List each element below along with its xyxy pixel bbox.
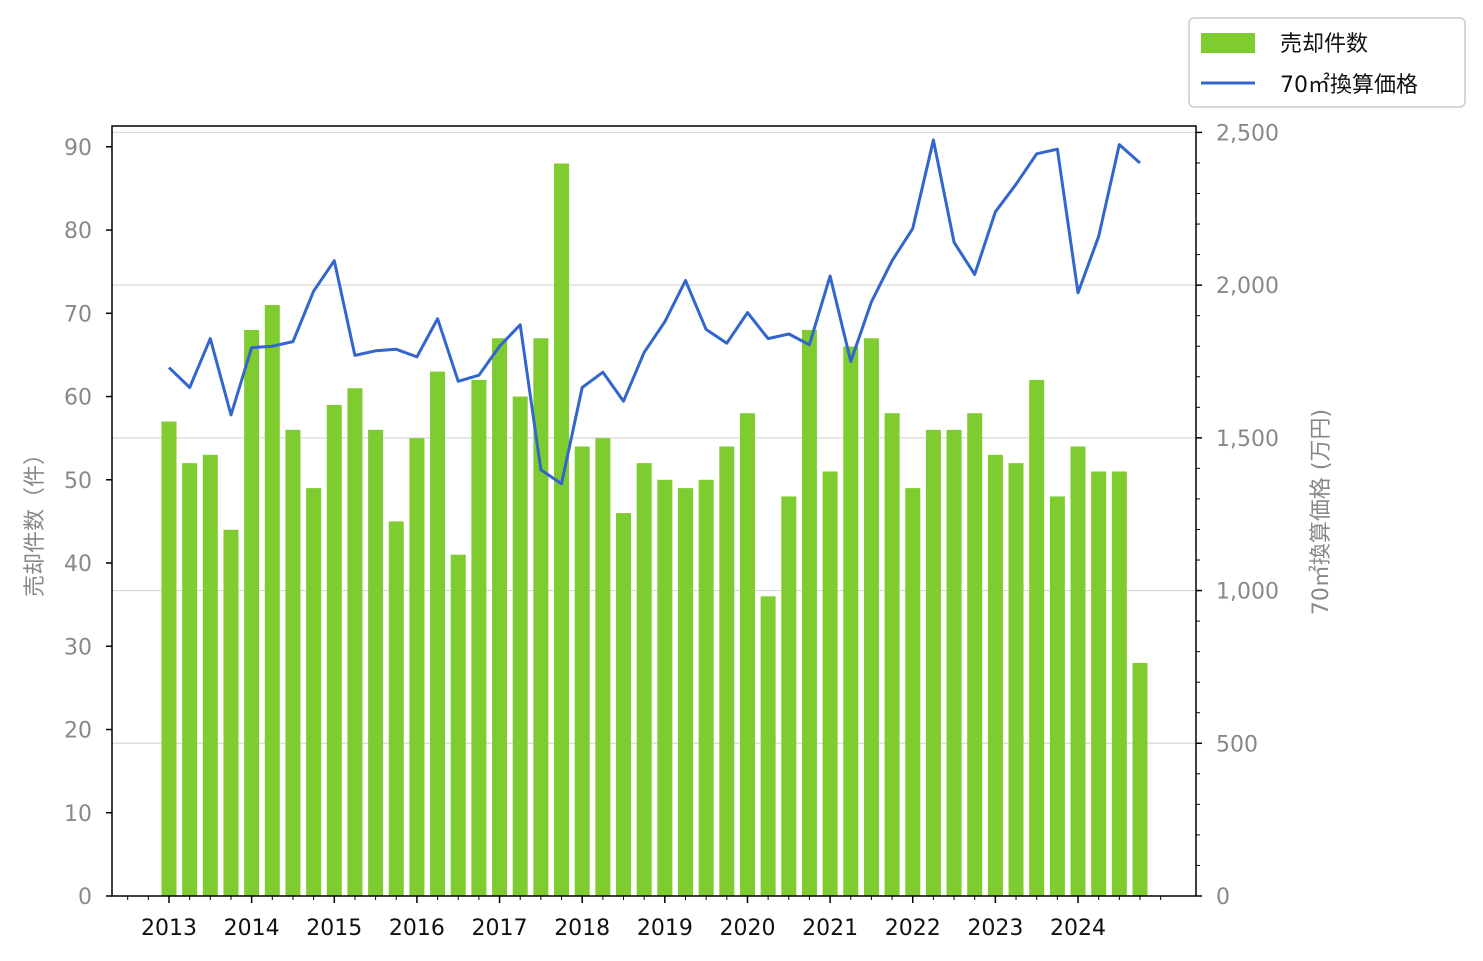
bar-24 <box>657 479 673 896</box>
bar-25 <box>677 488 693 896</box>
bar-35 <box>884 413 900 896</box>
x-tick-label-6: 2019 <box>637 916 693 941</box>
x-tick-label-5: 2018 <box>554 916 610 941</box>
bar-37 <box>925 429 941 896</box>
x-tick-label-0: 2013 <box>141 916 197 941</box>
x-tick-label-11: 2024 <box>1050 916 1106 941</box>
bar-32 <box>822 471 838 896</box>
bar-1 <box>182 463 198 896</box>
bar-38 <box>946 429 962 896</box>
x-tick-label-2: 2015 <box>306 916 362 941</box>
bar-40 <box>987 454 1003 896</box>
bar-14 <box>450 554 466 896</box>
right-tick-label-0: 0 <box>1216 885 1230 910</box>
bar-44 <box>1070 446 1086 896</box>
bar-47 <box>1132 662 1148 896</box>
legend: 売却件数 70㎡換算価格 <box>1188 17 1466 108</box>
bar-6 <box>285 429 301 896</box>
bar-36 <box>905 488 921 896</box>
left-tick-label-6: 60 <box>64 386 92 411</box>
bar-11 <box>388 521 404 896</box>
legend-box <box>1188 17 1466 108</box>
bar-46 <box>1111 471 1127 896</box>
x-axis: 2013 2014 2015 2016 2017 2018 2019 2020 2021 2022… <box>127 896 1162 941</box>
bar-13 <box>430 371 446 896</box>
right-tick-label-5: 2,500 <box>1216 121 1279 146</box>
x-tick-label-8: 2021 <box>802 916 858 941</box>
bar-3 <box>223 529 239 896</box>
bar-22 <box>616 513 632 896</box>
right-tick-label-1: 500 <box>1216 732 1258 757</box>
bar-26 <box>698 479 714 896</box>
x-tick-label-9: 2022 <box>885 916 941 941</box>
x-tick-label-4: 2017 <box>472 916 528 941</box>
price-line <box>167 138 1141 486</box>
bar-17 <box>512 396 528 896</box>
x-tick-label-7: 2020 <box>719 916 775 941</box>
bar-12 <box>409 438 425 896</box>
left-tick-label-0: 0 <box>78 885 92 910</box>
left-axis-label: 売却件数（件） <box>23 443 48 597</box>
bar-39 <box>967 413 983 896</box>
bar-31 <box>801 329 817 897</box>
right-tick-label-2: 1,000 <box>1216 580 1279 605</box>
bar-8 <box>326 404 342 896</box>
bar-7 <box>306 488 322 896</box>
right-axis: 0 500 1,000 1,500 2,000 2,500 <box>1196 121 1279 910</box>
bar-34 <box>863 338 879 896</box>
bar-23 <box>636 463 652 896</box>
left-tick-label-4: 40 <box>64 552 92 577</box>
left-tick-label-1: 10 <box>64 802 92 827</box>
bar-0 <box>161 421 177 896</box>
bar-42 <box>1029 379 1045 896</box>
bar-19 <box>554 163 570 896</box>
bar-5 <box>264 304 280 896</box>
left-tick-label-2: 20 <box>64 719 92 744</box>
bar-10 <box>368 429 384 896</box>
bar-45 <box>1091 471 1107 896</box>
left-tick-label-5: 50 <box>64 469 92 494</box>
bar-30 <box>781 496 797 896</box>
bar-2 <box>202 454 218 896</box>
bar-4 <box>244 329 260 897</box>
left-tick-label-3: 30 <box>64 635 92 660</box>
bar-33 <box>843 346 859 896</box>
bar-41 <box>1008 463 1024 896</box>
left-axis: 0 10 20 30 40 50 60 70 80 90 <box>64 136 112 910</box>
bar-21 <box>595 438 611 896</box>
plot-frame <box>111 125 1197 897</box>
bar-18 <box>533 338 549 896</box>
x-tick-label-3: 2016 <box>389 916 445 941</box>
x-tick-label-10: 2023 <box>967 916 1023 941</box>
bar-27 <box>719 446 735 896</box>
right-axis-label: 70㎡換算価格 (万円) <box>1308 409 1334 615</box>
bar-9 <box>347 388 363 896</box>
x-tick-label-1: 2014 <box>224 916 280 941</box>
legend-bar-swatch <box>1201 33 1255 53</box>
left-tick-label-9: 90 <box>64 136 92 161</box>
left-tick-label-8: 80 <box>64 219 92 244</box>
bar-43 <box>1049 496 1065 896</box>
bar-20 <box>574 446 590 896</box>
bar-29 <box>760 596 776 896</box>
bar-28 <box>739 413 755 896</box>
legend-bar-label: 売却件数 <box>1280 32 1368 57</box>
left-tick-label-7: 70 <box>64 302 92 327</box>
right-tick-label-4: 2,000 <box>1216 274 1279 299</box>
right-tick-label-3: 1,500 <box>1216 427 1279 452</box>
legend-line-label: 70㎡換算価格 <box>1280 72 1418 98</box>
bar-16 <box>492 338 508 896</box>
bar-series <box>161 163 1148 897</box>
bar-15 <box>471 379 487 896</box>
